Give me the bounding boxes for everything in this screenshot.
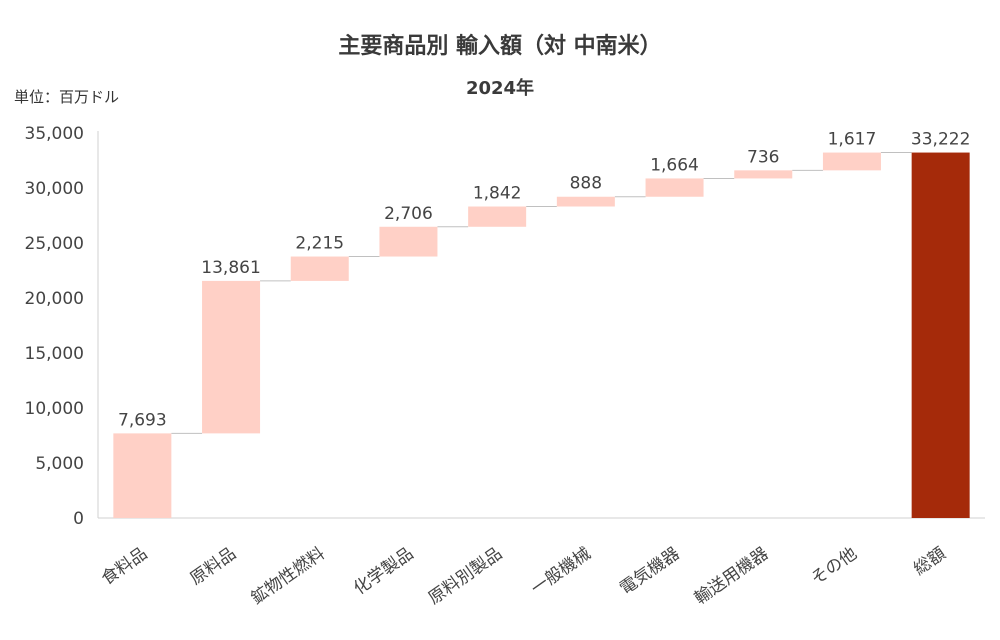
data-label: 7,693 — [118, 410, 167, 430]
data-label: 888 — [570, 174, 602, 194]
increment-bar — [202, 280, 261, 434]
x-category-label: 化学製品 — [350, 544, 417, 599]
increment-bar — [290, 256, 349, 281]
x-category-label: 原料品 — [187, 544, 240, 590]
x-category-label: 総額 — [910, 544, 949, 580]
y-tick-label: 25,000 — [25, 234, 84, 254]
y-tick-label: 5,000 — [35, 454, 84, 474]
increment-bar — [734, 170, 793, 179]
data-label: 1,664 — [650, 155, 699, 175]
x-category-label: 食料品 — [98, 544, 151, 590]
data-label: 1,617 — [828, 130, 877, 150]
increment-bar — [468, 206, 527, 227]
data-label: 13,861 — [201, 258, 260, 278]
increment-bar — [113, 433, 172, 518]
x-category-label: 電気機器 — [616, 544, 683, 599]
x-category-label: 一般機械 — [528, 544, 595, 599]
y-tick-label: 0 — [73, 509, 84, 529]
x-category-label: 原料別製品 — [425, 544, 506, 609]
chart-title: 主要商品別 輸入額（対 中南米） — [338, 34, 662, 59]
x-category-label: 輸送用機器 — [691, 544, 772, 609]
data-label: 2,215 — [295, 234, 344, 254]
data-label: 33,222 — [911, 130, 970, 150]
y-tick-label: 35,000 — [25, 124, 84, 144]
total-bar — [911, 152, 970, 519]
y-tick-label: 30,000 — [25, 179, 84, 199]
increment-bar — [379, 226, 438, 257]
x-category-label: その他 — [808, 544, 861, 590]
chart-subtitle: 2024年 — [465, 78, 535, 99]
increment-bar — [645, 178, 704, 197]
data-label: 1,842 — [473, 184, 522, 204]
data-label: 2,706 — [384, 204, 433, 224]
increment-bar — [822, 152, 881, 171]
x-category-label: 鉱物性燃料 — [248, 544, 329, 609]
unit-label: 単位：百万ドル — [14, 88, 120, 106]
data-label: 736 — [747, 147, 779, 167]
y-tick-label: 20,000 — [25, 289, 84, 309]
y-tick-label: 10,000 — [25, 399, 84, 419]
y-tick-label: 15,000 — [25, 344, 84, 364]
increment-bar — [556, 196, 615, 207]
